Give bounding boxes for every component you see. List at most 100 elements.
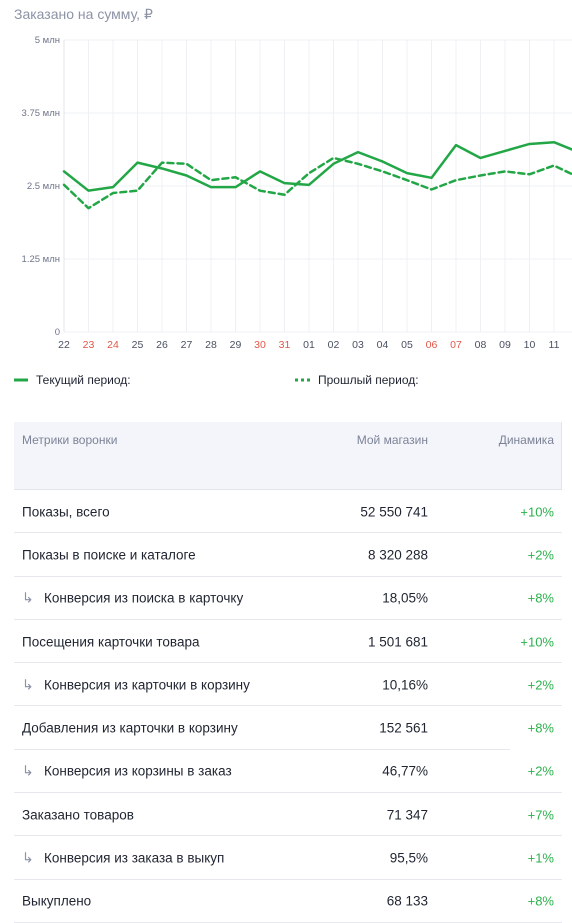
- x-tick-label: 22: [58, 339, 70, 351]
- legend-previous[interactable]: Прошлый период:: [294, 373, 419, 387]
- table-row: Показы, всего 52 550 741 +10%: [14, 490, 562, 534]
- metric-label: Показы, всего: [22, 504, 110, 520]
- series-line-current: [62, 140, 572, 192]
- row-divider-dynamics: [510, 835, 562, 837]
- dynamics-value: +8%: [527, 720, 554, 736]
- metric-name: Заказано товаров: [22, 807, 134, 822]
- row-divider: [14, 878, 510, 880]
- metric-name: Выкуплено: [22, 894, 91, 909]
- row-divider-dynamics: [510, 792, 562, 794]
- store-value: 10,16%: [382, 677, 428, 693]
- row-divider: [14, 662, 510, 664]
- legend-solid-line-icon: [14, 378, 28, 382]
- table-row: Добавления из карточки в корзину 152 561 +…: [14, 706, 562, 750]
- sub-metric-arrow-icon: ↳: [22, 762, 34, 779]
- row-divider-dynamics: [510, 662, 562, 664]
- metric-label: Конверсия из корзины в заказ: [44, 763, 232, 779]
- x-tick-label: 01: [303, 339, 315, 351]
- store-value: 1 501 681: [367, 634, 428, 650]
- row-divider-dynamics: [510, 618, 562, 620]
- row-divider: [14, 835, 510, 837]
- row-divider: [14, 748, 510, 750]
- table-row: ↳ Конверсия из поиска в карточку 18,05% +8%: [14, 577, 562, 620]
- x-tick-label: 26: [156, 339, 168, 351]
- x-tick-label: 07: [450, 339, 462, 351]
- y-tick-label: 2.5 млн: [27, 181, 60, 192]
- store-value: 46,77%: [382, 763, 428, 779]
- dynamics-value: +2%: [527, 677, 554, 693]
- row-divider-dynamics: [510, 532, 562, 534]
- row-divider-dynamics: [510, 705, 562, 707]
- metric-name: ↳ Конверсия из заказа в выкуп: [22, 850, 224, 867]
- x-tick-label: 24: [107, 339, 119, 351]
- row-divider-dynamics: [510, 878, 562, 880]
- x-tick-label: 10: [524, 339, 536, 351]
- metric-label: Выкуплено: [22, 893, 92, 909]
- metric-label: Конверсия из поиска в карточку: [44, 590, 244, 606]
- header-metric[interactable]: Метрики воронки: [22, 433, 118, 447]
- table-row: ↳ Конверсия из заказа в выкуп 95,5% +1%: [14, 836, 562, 880]
- x-tick-label: 08: [475, 339, 487, 351]
- header-divider: [561, 422, 562, 489]
- row-divider: [14, 792, 510, 794]
- x-tick-label: 06: [426, 339, 438, 351]
- table-row: ↳ Конверсия из корзины в заказ 46,77% +2%: [14, 750, 562, 794]
- sub-metric-arrow-icon: ↳: [22, 849, 34, 866]
- dynamics-value: +8%: [527, 590, 554, 606]
- store-value: 68 133: [386, 893, 428, 909]
- metric-label: Посещения карточки товара: [22, 634, 200, 650]
- metric-label: Конверсия из карточки в корзину: [44, 677, 250, 693]
- legend-dotted-line-icon: [295, 378, 310, 382]
- metric-name: ↳ Конверсия из поиска в карточку: [22, 590, 243, 607]
- header-dynamics[interactable]: Динамика: [498, 433, 554, 447]
- x-tick-label: 05: [401, 339, 413, 351]
- table-row: Посещения карточки товара 1 501 681 +10%: [14, 620, 562, 664]
- row-divider: [14, 575, 510, 577]
- funnel-metrics-table: Метрики воронки Мой магазин Динамика Пок…: [14, 422, 562, 923]
- x-tick-label: 09: [499, 339, 511, 351]
- orders-sum-chart: 0 1.25 млн 2.5 млн 3.75 млн 5 млн 22 23 24 25 26 2…: [22, 35, 572, 351]
- x-tick-label: 31: [279, 339, 291, 351]
- row-divider: [14, 705, 510, 707]
- dynamics-value: +10%: [520, 634, 554, 650]
- sub-metric-arrow-icon: ↳: [22, 589, 34, 606]
- x-tick-label: 29: [230, 339, 242, 351]
- legend-current-label: Текущий период:: [36, 373, 131, 387]
- metric-name: Посещения карточки товара: [22, 634, 199, 649]
- row-divider: [14, 532, 510, 534]
- legend-current[interactable]: Текущий период:: [14, 373, 131, 387]
- table-row: Заказано товаров 71 347 +7%: [14, 793, 562, 837]
- metric-name: Показы в поиске и каталоге: [22, 547, 196, 562]
- x-tick-label: 03: [352, 339, 364, 351]
- metric-label: Конверсия из заказа в выкуп: [44, 850, 225, 866]
- metric-label: Заказано товаров: [22, 807, 134, 823]
- table-header: Метрики воронки Мой магазин Динамика: [14, 422, 562, 490]
- metric-name: ↳ Конверсия из корзины в заказ: [22, 763, 232, 780]
- dynamics-value: +2%: [527, 547, 554, 563]
- x-tick-label: 28: [205, 339, 217, 351]
- dynamics-value: +2%: [527, 763, 554, 779]
- y-tick-label: 0: [55, 327, 60, 338]
- table-body: Показы, всего 52 550 741 +10% Показы в поис…: [14, 490, 562, 923]
- table-row: Выкуплено 68 133 +8%: [14, 880, 562, 923]
- store-value: 52 550 741: [360, 504, 428, 520]
- store-value: 71 347: [386, 807, 428, 823]
- y-tick-label: 5 млн: [35, 35, 60, 46]
- series-line-previous: [62, 156, 572, 210]
- metric-label: Добавления из карточки в корзину: [22, 720, 238, 736]
- table-row: ↳ Конверсия из карточки в корзину 10,16% +2…: [14, 663, 562, 707]
- store-value: 8 320 288: [367, 547, 428, 563]
- x-tick-label: 27: [181, 339, 193, 351]
- row-divider-dynamics: [510, 575, 562, 577]
- store-value: 18,05%: [382, 590, 428, 606]
- dynamics-value: +8%: [527, 893, 554, 909]
- x-tick-label: 04: [377, 339, 389, 351]
- table-row: Показы в поиске и каталоге 8 320 288 +2%: [14, 533, 562, 577]
- header-store[interactable]: Мой магазин: [356, 433, 428, 447]
- y-tick-label: 3.75 млн: [22, 108, 60, 119]
- metric-label: Показы в поиске и каталоге: [22, 547, 196, 563]
- dynamics-value: +1%: [527, 850, 554, 866]
- dynamics-value: +10%: [520, 504, 554, 520]
- x-tick-label: 11: [549, 339, 560, 351]
- x-tick-label: 23: [83, 339, 95, 351]
